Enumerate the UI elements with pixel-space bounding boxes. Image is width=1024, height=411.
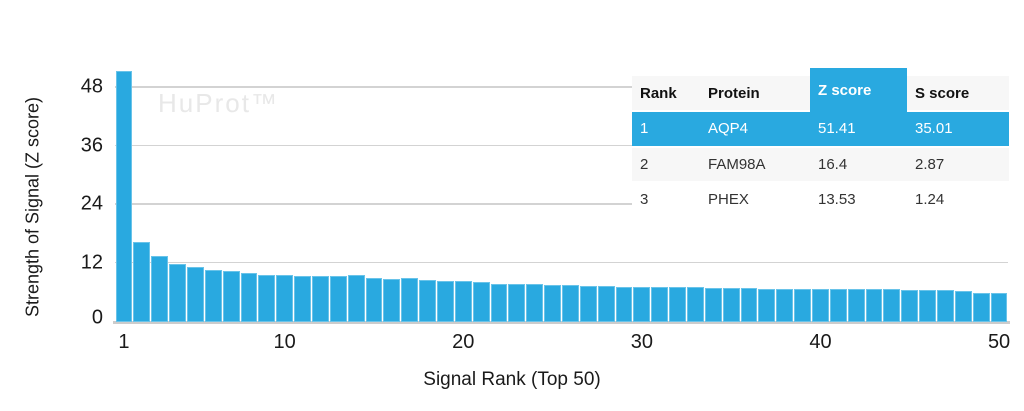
bar-rank-13 xyxy=(329,275,347,322)
protein-cell: PHEX xyxy=(708,191,749,209)
table-header-row: Rank Protein Z score S score xyxy=(632,68,1009,112)
z-score-cell: 13.53 xyxy=(818,191,856,209)
bar-rank-9 xyxy=(258,274,276,322)
bar-rank-49 xyxy=(972,293,990,322)
bar-rank-50 xyxy=(990,292,1008,322)
s-score-cell: 1.24 xyxy=(915,191,945,209)
bar-rank-23 xyxy=(508,283,526,322)
protein-cell: FAM98A xyxy=(708,155,766,173)
bar-rank-33 xyxy=(687,287,704,322)
y-axis-title: Strength of Signal (Z score) xyxy=(22,96,43,318)
bar-rank-16 xyxy=(383,278,401,322)
col-header-z-score: Z score xyxy=(810,68,907,112)
y-tick-label-24: 24 xyxy=(80,192,103,215)
bar-rank-32 xyxy=(669,287,686,322)
bar-rank-4 xyxy=(169,263,186,322)
y-tick-label-36: 36 xyxy=(80,134,103,156)
bar-rank-15 xyxy=(365,277,383,322)
z-score-cell: 51.41 xyxy=(818,120,856,138)
x-tick-label-40: 40 xyxy=(809,331,832,353)
bar-rank-38 xyxy=(776,289,794,322)
bar-rank-29 xyxy=(615,286,633,322)
bar-rank-11 xyxy=(294,275,311,322)
bar-rank-26 xyxy=(561,284,579,322)
bar-rank-8 xyxy=(240,273,258,322)
bar-rank-41 xyxy=(829,288,847,322)
s-score-cell: 2.87 xyxy=(915,155,945,173)
x-axis-title: Signal Rank (Top 50) xyxy=(423,369,601,390)
s-score-cell: 35.01 xyxy=(915,120,953,138)
bar-rank-14 xyxy=(347,275,365,322)
bar-rank-39 xyxy=(794,289,812,322)
bar-rank-43 xyxy=(865,289,883,322)
y-tick-label-12: 12 xyxy=(80,251,103,273)
bar-rank-7 xyxy=(222,270,240,322)
bar-rank-18 xyxy=(419,280,436,322)
bar-rank-36 xyxy=(740,287,758,322)
bar-rank-22 xyxy=(490,283,508,322)
protein-cell: AQP4 xyxy=(708,120,749,138)
x-tick-label-30: 30 xyxy=(630,331,653,353)
bar-rank-37 xyxy=(758,288,776,322)
x-tick-label-10: 10 xyxy=(273,331,296,353)
bar-rank-19 xyxy=(436,281,454,322)
bar-rank-1 xyxy=(115,71,133,322)
x-axis-baseline xyxy=(113,321,1010,324)
x-tick-label-20: 20 xyxy=(452,331,475,353)
bar-rank-24 xyxy=(526,284,544,322)
gridline-y-36 xyxy=(115,144,1008,146)
bar-rank-6 xyxy=(204,269,222,322)
rank-cell: 2 xyxy=(640,155,649,173)
rank-cell: 3 xyxy=(640,191,649,209)
bar-rank-31 xyxy=(651,287,669,322)
bar-rank-28 xyxy=(597,285,615,322)
gridline-y-12 xyxy=(115,261,1008,263)
table-row-phex: 3 PHEX 13.53 1.24 xyxy=(632,183,1009,219)
bar-rank-35 xyxy=(722,288,740,322)
bar-rank-46 xyxy=(919,289,937,322)
y-tick-label-0: 0 xyxy=(91,306,103,329)
bar-rank-12 xyxy=(311,275,329,322)
results-table: Rank Protein Z score S score 1 AQP4 51.4… xyxy=(632,68,1009,219)
bar-rank-30 xyxy=(633,286,651,322)
gridline-y-48 xyxy=(115,86,1008,88)
bar-rank-40 xyxy=(812,288,829,322)
huprot-watermark: HuProt™ xyxy=(158,88,279,118)
bar-rank-45 xyxy=(901,289,919,322)
x-tick-label-50: 50 xyxy=(987,331,1011,353)
col-header-s-score: S score xyxy=(915,84,970,102)
bar-rank-17 xyxy=(401,278,419,322)
bar-rank-5 xyxy=(186,267,204,322)
bar-rank-20 xyxy=(454,281,472,322)
table-row-fam98a: 2 FAM98A 16.4 2.87 xyxy=(632,147,1009,183)
bar-rank-25 xyxy=(544,284,561,322)
bar-rank-47 xyxy=(937,290,954,322)
bar-rank-48 xyxy=(954,291,972,322)
bar-rank-21 xyxy=(472,281,490,322)
rank-cell: 1 xyxy=(640,120,649,138)
bar-rank-44 xyxy=(883,289,901,322)
bar-rank-2 xyxy=(133,242,151,322)
bar-rank-42 xyxy=(847,288,865,322)
bar-rank-34 xyxy=(704,287,722,322)
z-score-cell: 16.4 xyxy=(818,155,848,173)
bar-rank-3 xyxy=(151,256,169,322)
bar-rank-10 xyxy=(276,275,294,322)
col-header-rank: Rank xyxy=(640,84,677,102)
bar-series xyxy=(115,0,1008,322)
x-tick-label-1: 1 xyxy=(118,331,130,353)
gridline-y-24 xyxy=(115,203,1008,205)
col-header-protein: Protein xyxy=(708,84,760,102)
y-tick-label-48: 48 xyxy=(80,75,103,98)
bar-rank-27 xyxy=(579,285,597,322)
table-row-aqp4: 1 AQP4 51.41 35.01 xyxy=(632,112,1009,148)
